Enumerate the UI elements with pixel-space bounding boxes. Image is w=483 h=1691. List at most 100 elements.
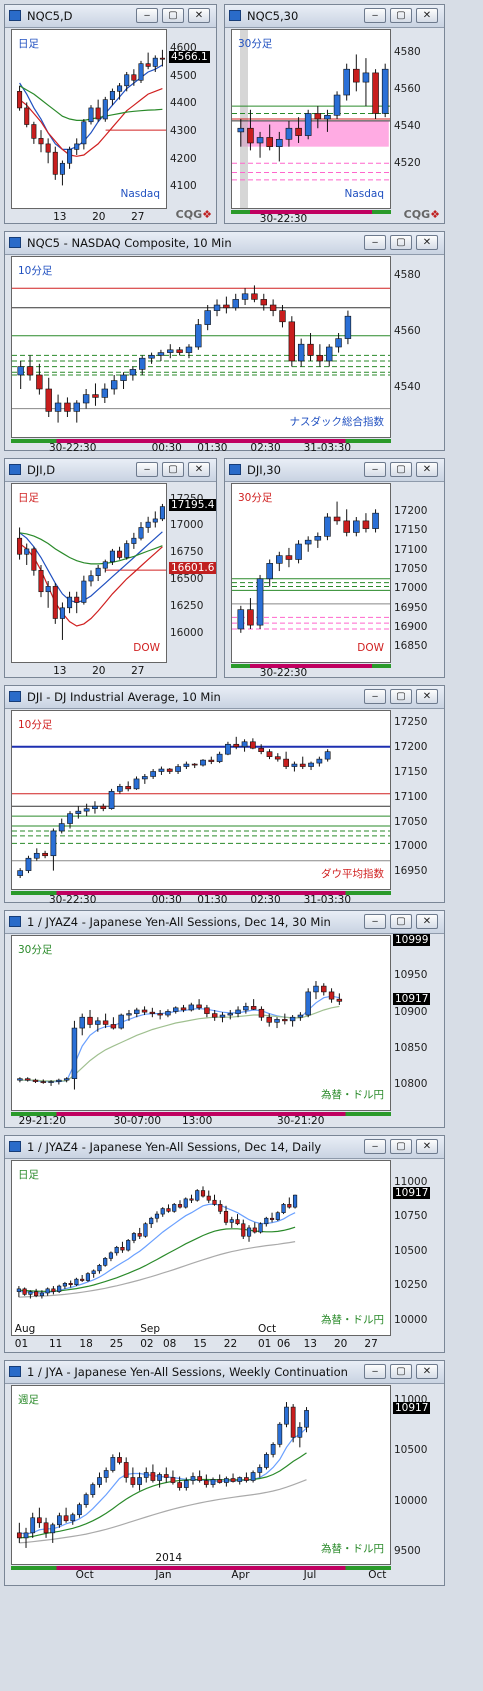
chart-plot-area[interactable]: 日足 DOW [11, 483, 167, 663]
candle-11 [120, 372, 127, 389]
instrument-label: Nasdaq [120, 188, 160, 200]
restore-button[interactable]: ▢ [162, 8, 184, 23]
x-tick-label: 30-21:20 [277, 1115, 325, 1127]
minimize-button[interactable]: ‒ [364, 462, 386, 477]
chart-window-w5[interactable]: DJI,30 ‒ ▢ ✕ 30分足 DOW 17200 17150 17100 17050 1700… [224, 458, 445, 679]
y-tick-label: 10800 [394, 1077, 428, 1090]
close-button[interactable]: ✕ [416, 1364, 438, 1379]
chart-plot-area[interactable]: 30分足 Nasdaq [231, 29, 391, 209]
candle-45 [275, 1211, 280, 1221]
candle-22 [200, 759, 206, 767]
y-tick-label: 17000 [394, 840, 428, 853]
candle-11 [102, 1013, 109, 1029]
candle-29 [288, 316, 296, 367]
minimize-button[interactable]: ‒ [364, 1139, 386, 1154]
minimize-button[interactable]: ‒ [364, 1364, 386, 1379]
session-strip [11, 1112, 391, 1116]
candle-39 [277, 1422, 283, 1448]
candle-0 [17, 361, 24, 389]
candle-25 [225, 741, 231, 756]
window-titlebar[interactable]: 1 / JYAZ4 - Japanese Yen-All Sessions, D… [5, 911, 444, 934]
chart-plot-area[interactable]: 10分足 ダウ平均指数 [11, 710, 391, 890]
moving-average-2 [19, 532, 163, 565]
chart-window-w9[interactable]: 1 / JYA - Japanese Yen-All Sessions, Wee… [4, 1360, 445, 1586]
window-titlebar[interactable]: 1 / JYA - Japanese Yen-All Sessions, Wee… [5, 1361, 444, 1384]
y-tick-label: 16950 [394, 865, 428, 878]
chart-plot-area[interactable]: 30分足 DOW [231, 483, 391, 663]
candle-22 [223, 296, 230, 314]
minimize-button[interactable]: ‒ [364, 689, 386, 704]
chart-plot-area[interactable]: 日足 為替・ドル円 [11, 1160, 391, 1336]
chart-window-w6[interactable]: DJI - DJ Industrial Average, 10 Min ‒ ▢ ✕ 10… [4, 685, 445, 906]
restore-button[interactable]: ▢ [390, 689, 412, 704]
close-button[interactable]: ✕ [416, 8, 438, 23]
window-titlebar[interactable]: DJI - DJ Industrial Average, 10 Min ‒ ▢ ✕ [5, 686, 444, 709]
restore-button[interactable]: ▢ [162, 462, 184, 477]
close-button[interactable]: ✕ [416, 914, 438, 929]
restore-button[interactable]: ▢ [390, 462, 412, 477]
close-button[interactable]: ✕ [188, 8, 210, 23]
candle-13 [362, 513, 370, 533]
window-titlebar[interactable]: 1 / JYAZ4 - Japanese Yen-All Sessions, D… [5, 1136, 444, 1159]
timeframe-label: 日足 [18, 492, 39, 504]
close-button[interactable]: ✕ [188, 462, 210, 477]
candle-13 [109, 548, 115, 565]
candlestick-chart [12, 285, 390, 423]
chart-window-w2[interactable]: NQC5,30 ‒ ▢ ✕ 30分足 Nasdaq 4580 4560 4540 4520 30-2… [224, 4, 445, 225]
window-title: 1 / JYA - Japanese Yen-All Sessions, Wee… [27, 1365, 348, 1379]
candle-32 [316, 344, 324, 367]
candle-15 [124, 71, 130, 92]
window-titlebar[interactable]: NQC5,30 ‒ ▢ ✕ [225, 5, 444, 28]
chart-window-w3[interactable]: NQC5 - NASDAQ Composite, 10 Min ‒ ▢ ✕ 10分足 ナス… [4, 231, 445, 454]
close-button[interactable]: ✕ [416, 462, 438, 477]
candle-29 [210, 1477, 216, 1488]
window-titlebar[interactable]: NQC5,D ‒ ▢ ✕ [5, 5, 216, 28]
candle-8 [74, 138, 80, 155]
minimize-button[interactable]: ‒ [364, 235, 386, 250]
candle-3 [42, 850, 48, 859]
chart-plot-area[interactable]: 30分足 為替・ドル円 [11, 935, 391, 1111]
minimize-button[interactable]: ‒ [364, 8, 386, 23]
chart-plot-area[interactable]: 週足 為替・ドル円 [11, 1385, 391, 1565]
window-titlebar[interactable]: DJI,D ‒ ▢ ✕ [5, 459, 216, 482]
minimize-button[interactable]: ‒ [136, 462, 158, 477]
chart-plot-area[interactable]: 日足 Nasdaq [11, 29, 167, 209]
candle-18 [157, 1009, 163, 1020]
close-button[interactable]: ✕ [416, 689, 438, 704]
candle-36 [297, 1012, 304, 1021]
chart-window-w1[interactable]: NQC5,D ‒ ▢ ✕ 日足 Nasdaq 4600 4500 4400 4300 4200 410… [4, 4, 217, 224]
y-tick-label: 10750 [394, 1210, 428, 1223]
chart-plot-area[interactable]: 10分足 ナスダック総合指数 [11, 256, 391, 438]
restore-button[interactable]: ▢ [390, 1139, 412, 1154]
minimize-button[interactable]: ‒ [136, 8, 158, 23]
candle-33 [291, 761, 298, 772]
window-titlebar[interactable]: NQC5 - NASDAQ Composite, 10 Min ‒ ▢ ✕ [5, 232, 444, 255]
window-titlebar[interactable]: DJI,30 ‒ ▢ ✕ [225, 459, 444, 482]
candle-9 [324, 109, 331, 132]
restore-button[interactable]: ▢ [390, 914, 412, 929]
y-tick-label: 10500 [394, 1244, 428, 1257]
candle-0 [16, 1522, 22, 1543]
candle-23 [232, 293, 239, 311]
timeframe-label: 30分足 [238, 492, 273, 504]
restore-button[interactable]: ▢ [390, 235, 412, 250]
candle-17 [130, 1467, 136, 1488]
close-button[interactable]: ✕ [416, 1139, 438, 1154]
candle-5 [52, 146, 58, 180]
candle-21 [137, 1227, 142, 1239]
chart-window-w8[interactable]: 1 / JYAZ4 - Japanese Yen-All Sessions, D… [4, 1135, 445, 1353]
restore-button[interactable]: ▢ [390, 1364, 412, 1379]
x-tick-label: 27 [131, 211, 145, 223]
candle-6 [73, 400, 80, 423]
restore-button[interactable]: ▢ [390, 8, 412, 23]
candle-40 [246, 1225, 252, 1242]
candle-32 [200, 1186, 206, 1198]
candle-12 [353, 517, 360, 537]
chart-window-w7[interactable]: 1 / JYAZ4 - Japanese Yen-All Sessions, D… [4, 910, 445, 1128]
minimize-button[interactable]: ‒ [364, 914, 386, 929]
chart-window-w4[interactable]: DJI,D‒▢✕日足DOW172501700016750165001625016… [4, 458, 217, 678]
close-button[interactable]: ✕ [416, 235, 438, 250]
candle-10 [88, 105, 94, 125]
candle-7 [67, 146, 73, 169]
x-tick-label: 31-03:30 [303, 894, 352, 906]
